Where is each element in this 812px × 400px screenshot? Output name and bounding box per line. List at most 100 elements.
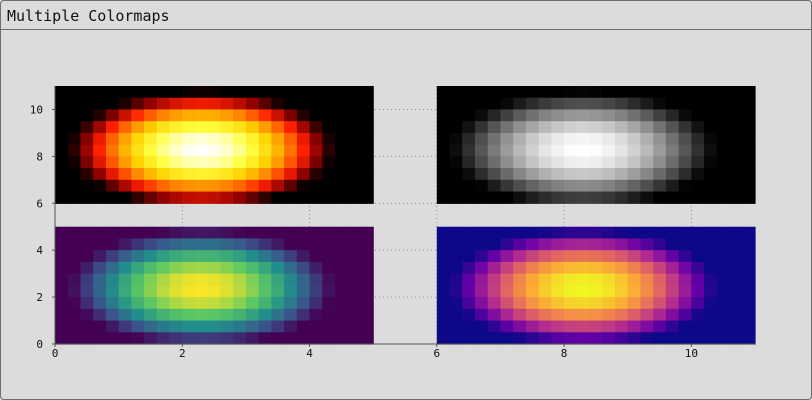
heatmap-cell (309, 308, 323, 322)
heatmap-cell (335, 109, 349, 122)
heatmap-cell (80, 261, 94, 275)
heatmap-cell (284, 273, 298, 286)
heatmap-cell (233, 86, 247, 99)
heatmap-cell (436, 109, 451, 122)
heatmap-cell (67, 191, 82, 204)
heatmap-cell (118, 121, 132, 134)
heatmap-cell (500, 109, 514, 122)
heatmap-cell (691, 308, 705, 322)
heatmap-cell (258, 109, 272, 122)
heatmap-cell (67, 144, 82, 157)
heatmap-cell (487, 308, 502, 322)
heatmap-cell (500, 238, 514, 251)
heatmap-cell (500, 308, 514, 322)
heatmap-cell (258, 226, 272, 240)
heatmap-cell (640, 261, 654, 275)
heatmap-cell (144, 250, 158, 263)
heatmap-cell (513, 109, 527, 122)
heatmap-cell (602, 238, 616, 251)
heatmap-cell (640, 144, 654, 157)
heatmap-cell (93, 308, 107, 322)
heatmap-cell (462, 97, 476, 111)
heatmap-cell (513, 132, 527, 146)
heatmap-cell (538, 144, 552, 157)
heatmap-cell (716, 86, 731, 99)
heatmap-cell (487, 273, 502, 286)
heatmap-cell (80, 168, 94, 181)
heatmap-cell (551, 121, 565, 134)
heatmap-cell (360, 109, 374, 122)
heatmap-cell (258, 179, 272, 193)
heatmap-cell (615, 156, 629, 169)
heatmap-cell (131, 226, 145, 240)
heatmap-cell (551, 156, 565, 169)
heatmap-cell (169, 273, 183, 286)
heatmap-cell (144, 297, 158, 310)
heatmap-cell (525, 297, 540, 310)
heatmap-cell (220, 273, 234, 286)
heatmap-cell (525, 332, 540, 345)
heatmap-cell (80, 250, 94, 263)
heatmap-cell (55, 308, 69, 322)
heatmap-cell (271, 332, 285, 345)
heatmap-cell (500, 132, 514, 146)
heatmap-cell (704, 179, 718, 193)
heatmap-cell (144, 109, 158, 122)
heatmap-cell (538, 250, 552, 263)
heatmap-cell (105, 297, 120, 310)
heatmap-cell (653, 179, 667, 193)
heatmap-cell (182, 297, 196, 310)
heatmap-cell (627, 308, 642, 322)
heatmap-cell (144, 156, 158, 169)
heatmap-cell (360, 191, 374, 204)
heatmap-cell (245, 132, 260, 146)
heatmap-cell (169, 332, 183, 345)
heatmap-cell (80, 144, 94, 157)
heatmap-cell (245, 250, 260, 263)
heatmap-cell (665, 179, 680, 193)
heatmap-cell (271, 132, 285, 146)
heatmap-cell (207, 156, 222, 169)
heatmap-cell (538, 179, 552, 193)
heatmap-cell (169, 132, 183, 146)
heatmap-cell (156, 273, 171, 286)
heatmap-cell (576, 168, 591, 181)
heatmap-cell (475, 156, 489, 169)
heatmap-cell (742, 121, 756, 134)
heatmap-cell (335, 156, 349, 169)
heatmap-cell (500, 250, 514, 263)
heatmap-cell (576, 109, 591, 122)
heatmap-cell (245, 238, 260, 251)
heatmap-cell (538, 332, 552, 345)
heatmap-cell (144, 121, 158, 134)
heatmap-cell (475, 144, 489, 157)
heatmap-cell (704, 156, 718, 169)
heatmap-cell (691, 144, 705, 157)
heatmap-cell (589, 261, 603, 275)
heatmap-cell (360, 168, 374, 181)
heatmap-cell (704, 261, 718, 275)
y-tick-label: 4 (36, 244, 43, 257)
heatmap-cell (691, 121, 705, 134)
heatmap-cell (131, 320, 145, 333)
heatmap-cell (729, 144, 743, 157)
heatmap-cell (487, 97, 502, 111)
heatmap-cell (131, 86, 145, 99)
heatmap-cell (347, 273, 362, 286)
heatmap-cell (55, 144, 69, 157)
heatmap-cell (322, 86, 336, 99)
heatmap-cell (449, 168, 463, 181)
heatmap-cell (156, 191, 171, 204)
heatmap-cell (347, 132, 362, 146)
heatmap-cell (156, 261, 171, 275)
heatmap-cell (105, 320, 120, 333)
heatmap-cell (207, 332, 222, 345)
heatmap-cell (742, 261, 756, 275)
heatmap-cell (564, 144, 578, 157)
heatmap-cell (729, 191, 743, 204)
heatmap-cell (665, 332, 680, 345)
heatmap-cell (475, 308, 489, 322)
heatmap-cell (716, 238, 731, 251)
heatmap-cell (335, 97, 349, 111)
heatmap-cell (678, 238, 692, 251)
